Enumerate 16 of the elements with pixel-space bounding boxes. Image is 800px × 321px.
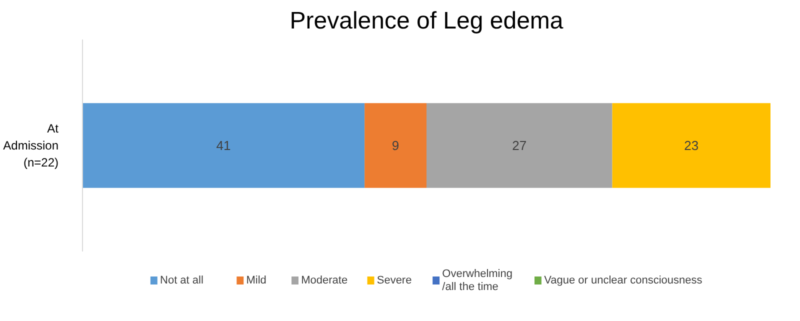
data-label: 27 xyxy=(512,138,527,153)
bar xyxy=(82,103,365,188)
legend-label: Moderate xyxy=(301,274,348,286)
bar xyxy=(612,103,770,188)
data-label: 23 xyxy=(684,138,699,153)
bar xyxy=(426,103,612,188)
bar xyxy=(364,103,426,188)
legend-label: Overwhelming /all the time xyxy=(442,268,512,294)
legend-label: Vague or unclear consciousness xyxy=(544,274,703,286)
legend-label: Not at all xyxy=(160,274,204,286)
chart-title: Prevalence of Leg edema xyxy=(290,8,564,34)
y-tick-label: At Admission (n=22) xyxy=(3,122,60,170)
data-label: 9 xyxy=(392,138,400,153)
legend-label: Mild xyxy=(246,274,266,286)
data-label: 41 xyxy=(216,138,231,153)
legend-label: Severe xyxy=(376,274,412,286)
